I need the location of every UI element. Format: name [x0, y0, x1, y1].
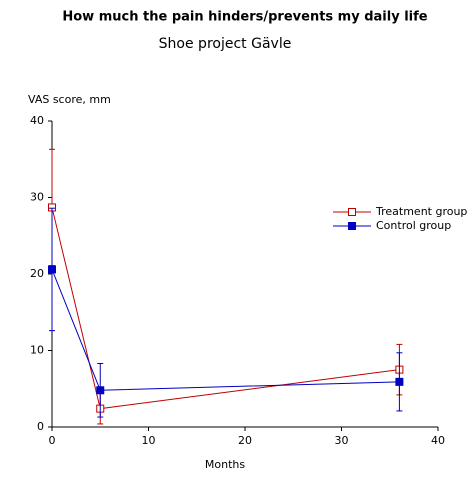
- y-tick-label: 10: [30, 344, 44, 357]
- y-tick-label: 40: [30, 114, 44, 127]
- x-axis-label: Months: [205, 458, 245, 471]
- data-point: [48, 265, 56, 274]
- legend-label: Control group: [376, 219, 451, 232]
- chart-subtitle: Shoe project Gävle: [159, 36, 292, 52]
- data-point: [395, 377, 404, 386]
- y-tick-label: 0: [37, 420, 44, 433]
- legend-marker: [348, 208, 356, 216]
- y-axis-label: VAS score, mm: [28, 93, 111, 106]
- x-tick-label: 10: [142, 434, 156, 447]
- series-line: [51, 269, 400, 391]
- x-tick-label: 0: [49, 434, 56, 447]
- y-tick-label: 30: [30, 191, 44, 204]
- x-tick-label: 20: [238, 434, 252, 447]
- data-point: [96, 386, 105, 395]
- legend-label: Treatment group: [375, 205, 467, 218]
- x-tick-label: 30: [335, 434, 349, 447]
- x-tick-label: 40: [431, 434, 445, 447]
- series-line: [51, 207, 400, 410]
- legend-marker: [348, 222, 356, 230]
- y-tick-label: 20: [30, 267, 44, 280]
- chart-title: How much the pain hinders/prevents my da…: [62, 10, 427, 25]
